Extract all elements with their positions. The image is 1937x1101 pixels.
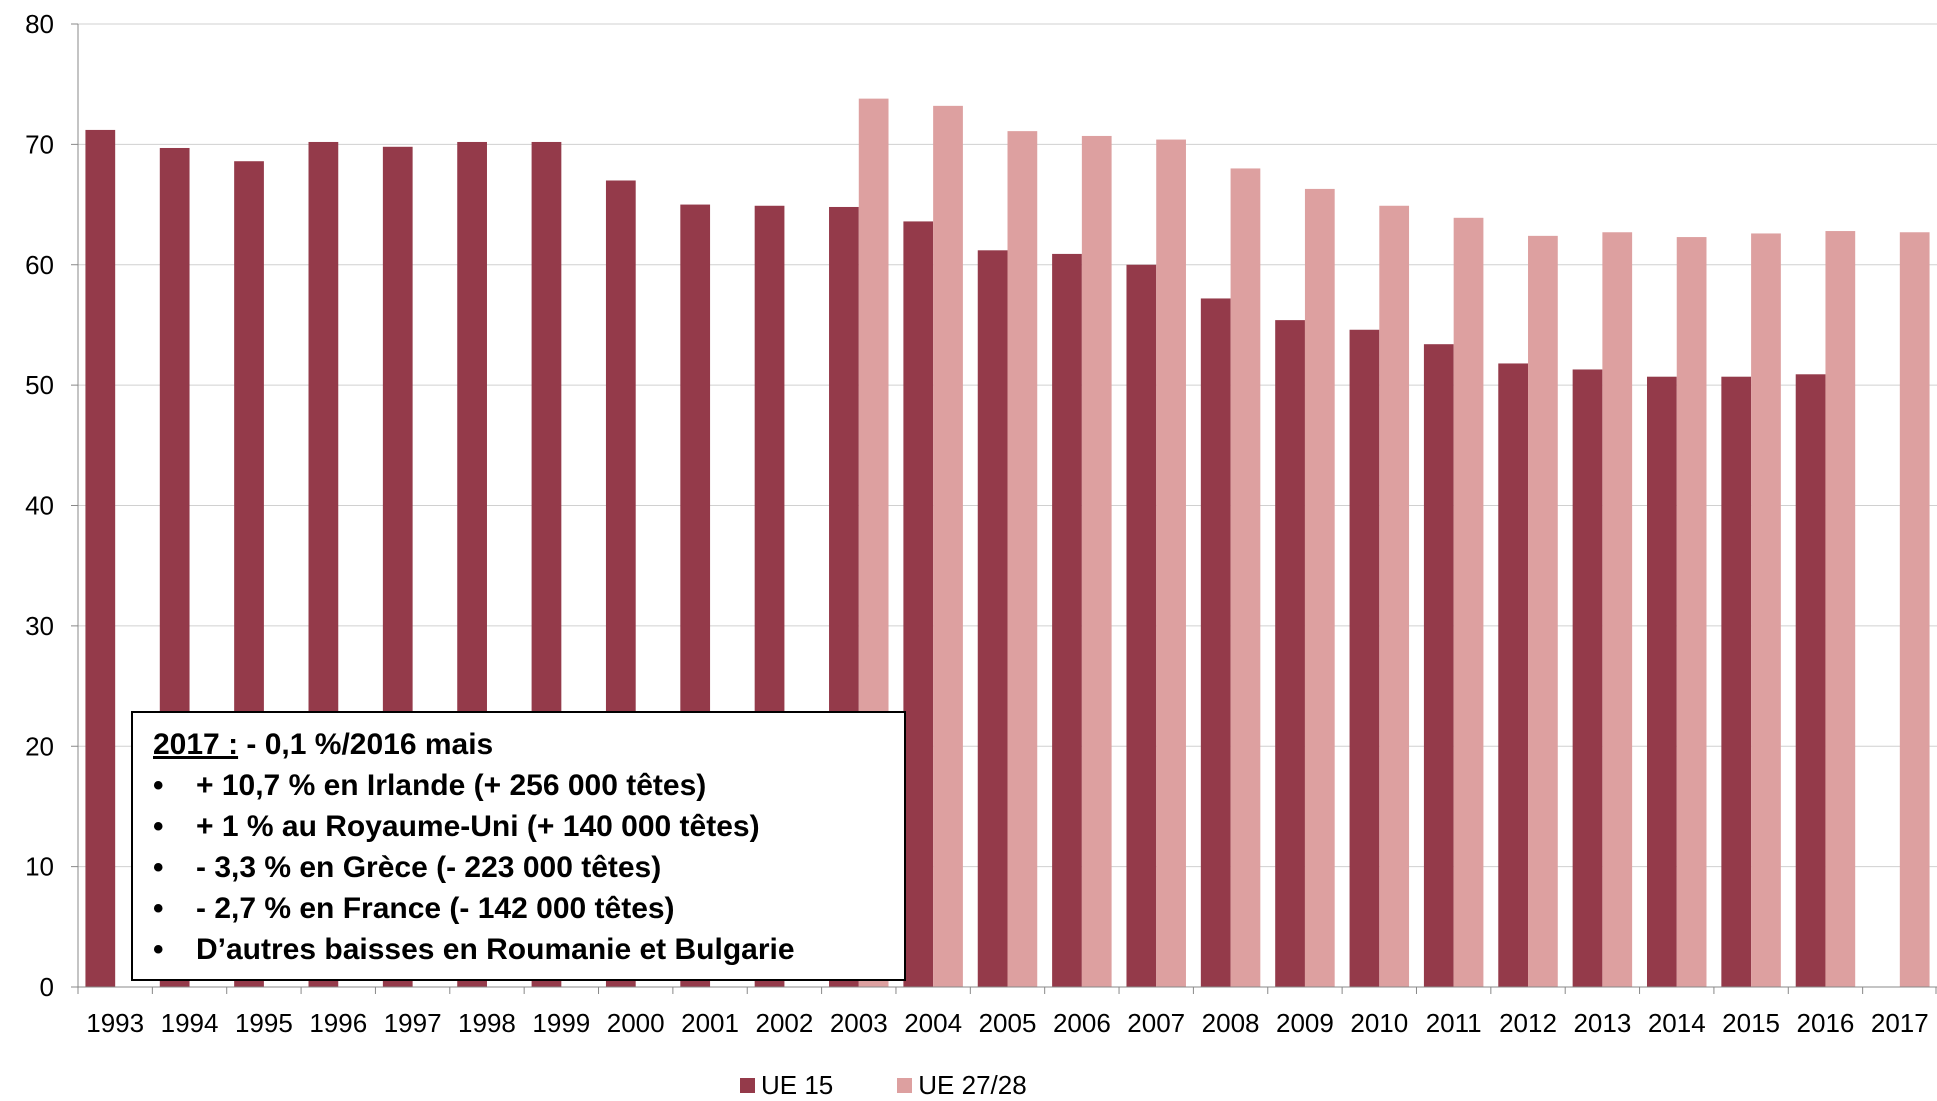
x-tick-label: 2016: [1797, 1008, 1855, 1038]
x-tick-label: 2006: [1053, 1008, 1111, 1038]
legend: UE 15 UE 27/28: [740, 1070, 1091, 1100]
bar-ue27-28: [933, 105, 963, 988]
x-tick-label: 1999: [532, 1008, 590, 1038]
bar-ue15: [1795, 374, 1826, 987]
bar-ue15: [1275, 320, 1305, 987]
y-tick-label: 80: [25, 9, 54, 39]
y-tick-label: 20: [25, 731, 54, 761]
bar-ue27-28: [1751, 233, 1781, 987]
x-tick-label: 2014: [1648, 1008, 1706, 1038]
x-axis-labels: 1993 1994 1995 1996 1997 1998 1999 2000 2001 2002…: [86, 1008, 1928, 1038]
bar-ue27-28: [1156, 139, 1186, 987]
x-tick-label: 2011: [1426, 1008, 1482, 1038]
annotation-item: • D’autres baisses en Roumanie et Bulgari…: [153, 929, 884, 970]
bar-ue15: [85, 129, 116, 987]
bar-ue15: [903, 221, 934, 988]
bullet-icon: •: [153, 892, 164, 925]
annotation-item-text: - 2,7 % en France (- 142 000 têtes): [196, 892, 675, 925]
annotation-item-text: + 10,7 % en Irlande (+ 256 000 têtes): [196, 769, 707, 802]
bar-ue27-28: [1825, 231, 1856, 988]
x-tick-label: 2013: [1573, 1008, 1631, 1038]
bullet-icon: •: [153, 933, 164, 966]
bar-ue15: [1126, 264, 1157, 987]
x-tick-label: 1994: [161, 1008, 219, 1038]
x-tick-label: 2005: [979, 1008, 1037, 1038]
y-tick-label: 0: [40, 972, 54, 1002]
annotation-heading: 2017 : - 0,1 %/2016 mais: [153, 725, 884, 765]
bar-ue15: [1721, 376, 1752, 988]
legend-label-ue27-28: UE 27/28: [918, 1069, 1027, 1100]
x-tick-label: 1998: [458, 1008, 516, 1038]
bar-ue27-28: [1230, 168, 1261, 987]
x-tick-label: 2002: [755, 1008, 813, 1038]
annotation-item: • + 1 % au Royaume-Uni (+ 140 000 têtes): [153, 806, 884, 847]
bar-ue15: [1572, 369, 1603, 987]
legend-label-ue15: UE 15: [761, 1069, 834, 1100]
bar-ue15: [1200, 298, 1231, 988]
x-tick-label: 1995: [235, 1008, 293, 1038]
x-tick-label: 2003: [830, 1008, 888, 1038]
annotation-item: • + 10,7 % en Irlande (+ 256 000 têtes): [153, 765, 884, 806]
legend-swatch-ue15: [740, 1077, 755, 1093]
x-tick-label: 2010: [1350, 1008, 1408, 1038]
legend-swatch-ue27-28: [897, 1077, 913, 1093]
y-tick-label: 30: [25, 611, 54, 641]
bar-ue15: [1349, 329, 1380, 987]
y-tick-label: 50: [25, 370, 54, 400]
x-tick-label: 2007: [1127, 1008, 1185, 1038]
axes: [71, 23, 1937, 994]
annotation-item-text: - 3,3 % en Grèce (- 223 000 têtes): [196, 851, 662, 884]
annotation-item-text: + 1 % au Royaume-Uni (+ 140 000 têtes): [196, 810, 760, 843]
x-tick-label: 2001: [681, 1008, 739, 1038]
bar-ue27-28: [1453, 217, 1484, 987]
bar-ue15: [1423, 344, 1454, 987]
y-tick-label: 70: [25, 129, 54, 159]
annotation-item-text: D’autres baisses en Roumanie et Bulgarie: [196, 933, 795, 966]
x-tick-label: 2004: [904, 1008, 962, 1038]
bar-ue27-28: [1899, 232, 1930, 987]
legend-item-ue15: UE 15: [740, 1070, 833, 1101]
bar-ue15: [977, 250, 1008, 987]
y-tick-label: 10: [25, 852, 54, 882]
bar-ue27-28: [1081, 135, 1112, 988]
legend-item-ue27-28: UE 27/28: [897, 1069, 1027, 1101]
x-tick-label: 1997: [384, 1008, 442, 1038]
annotation-list: • + 10,7 % en Irlande (+ 256 000 têtes) •…: [153, 765, 884, 970]
bar-ue27-28: [1676, 237, 1707, 988]
x-tick-label: 2000: [607, 1008, 665, 1038]
x-tick-label: 2017: [1871, 1008, 1929, 1038]
bar-ue15: [1052, 253, 1082, 987]
annotation-heading-label: 2017 :: [153, 728, 239, 761]
annotation-item: • - 3,3 % en Grèce (- 223 000 têtes): [153, 847, 884, 888]
bullet-icon: •: [153, 810, 164, 843]
bullet-icon: •: [153, 851, 164, 884]
y-axis-labels: 0 10 20 30 40 50 60 70 80: [25, 9, 54, 1002]
x-tick-label: 2012: [1499, 1008, 1557, 1038]
x-tick-label: 2015: [1722, 1008, 1780, 1038]
annotation-item: • - 2,7 % en France (- 142 000 têtes): [153, 888, 884, 929]
bar-ue27-28: [1602, 232, 1633, 987]
x-tick-label: 1993: [86, 1008, 144, 1038]
bar-ue27-28: [1379, 205, 1410, 988]
x-tick-label: 2008: [1202, 1008, 1260, 1038]
bar-ue15: [1498, 363, 1529, 987]
annotation-heading-text: - 0,1 %/2016 mais: [238, 728, 494, 761]
bullet-icon: •: [153, 769, 164, 802]
y-tick-label: 60: [25, 250, 54, 280]
annotation-box: 2017 : - 0,1 %/2016 mais • + 10,7 % en Ir…: [131, 711, 906, 981]
bar-ue15: [1646, 376, 1677, 988]
bar-ue27-28: [1528, 235, 1558, 988]
y-tick-label: 40: [25, 491, 54, 521]
x-tick-label: 2009: [1276, 1008, 1334, 1038]
x-tick-label: 1996: [309, 1008, 367, 1038]
bar-ue27-28: [1007, 131, 1038, 988]
bar-ue27-28: [1304, 188, 1335, 987]
